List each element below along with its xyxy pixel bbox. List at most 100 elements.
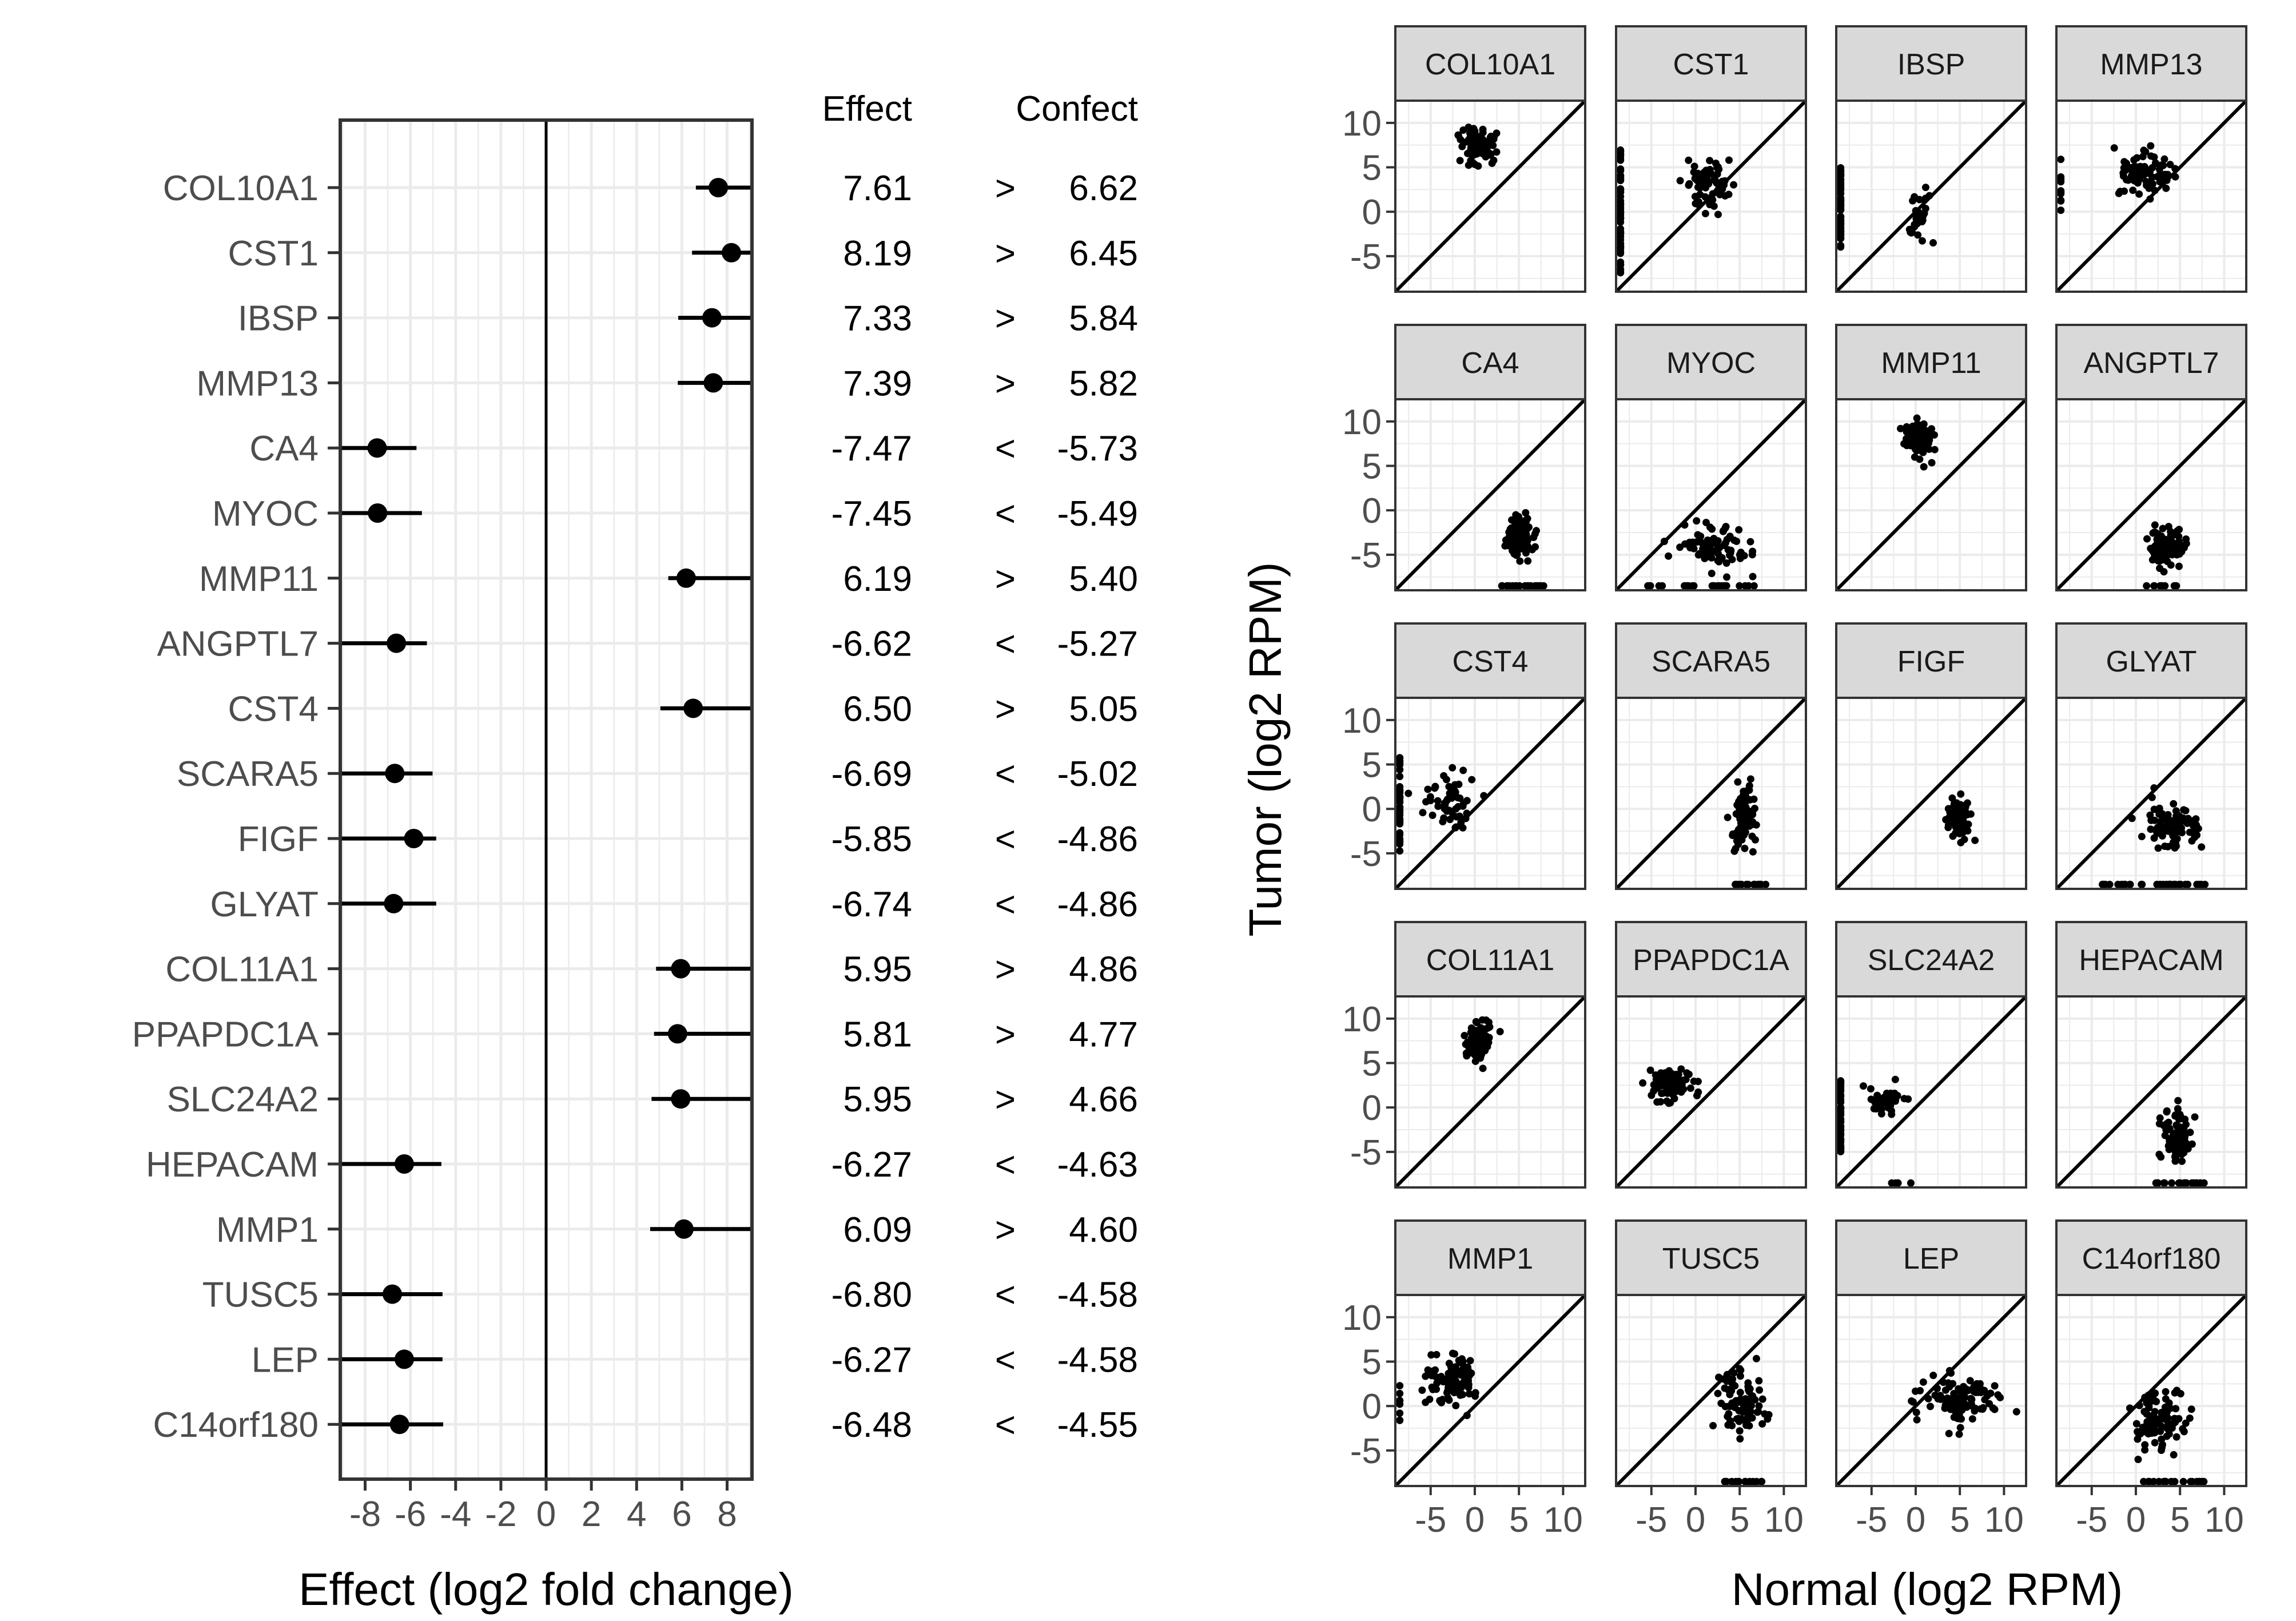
scatter-point	[1859, 1082, 1867, 1090]
scatter-point	[1431, 784, 1439, 792]
scatter-point	[1680, 1085, 1688, 1093]
facet-strip	[1835, 25, 2027, 102]
effect-value: -6.80	[831, 1276, 912, 1315]
scatter-point	[1725, 156, 1733, 164]
confect-value: -4.58	[1057, 1276, 1138, 1315]
facet-strip-title: PPAPDC1A	[1633, 944, 1789, 977]
scatter-point	[1427, 1351, 1435, 1359]
scatter-point	[2165, 1135, 2173, 1143]
y-tick-label: 0	[1362, 790, 1382, 829]
facet-strip-title: MMP11	[1881, 347, 1981, 380]
scatter-point	[1712, 159, 1720, 167]
comparison-sign: >	[995, 559, 1016, 599]
scatter-point	[1482, 1032, 1490, 1040]
effect-point	[722, 243, 741, 263]
scatter-point	[2134, 179, 2142, 187]
scatter-point	[2171, 825, 2179, 833]
scatter-point	[1617, 244, 1625, 252]
scatter-point	[1941, 1404, 1949, 1412]
scatter-point	[2178, 1157, 2186, 1165]
scatter-point	[1439, 1396, 1447, 1404]
scatter-point	[1684, 582, 1692, 590]
scatter-point	[2163, 558, 2171, 566]
y-tick-label: 5	[1362, 1044, 1382, 1084]
scatter-point	[1873, 1091, 1881, 1099]
scatter-point	[1933, 1384, 1941, 1392]
effect-column-header: Effect	[822, 89, 912, 129]
scatter-point	[2174, 1105, 2182, 1113]
scatter-point	[2057, 197, 2065, 205]
facet-panel-border	[2055, 398, 2247, 591]
scatter-point	[2193, 880, 2201, 888]
scatter-point	[1701, 193, 1709, 201]
scatter-point	[1741, 844, 1749, 852]
scatter-point	[2174, 1096, 2182, 1104]
scatter-point	[1694, 1078, 1702, 1086]
facet-panel-border	[2055, 697, 2247, 890]
scatter-point	[1980, 1386, 1988, 1394]
scatter-point	[1945, 1366, 1953, 1374]
scatter-point	[1440, 814, 1448, 822]
identity-line	[2055, 696, 2248, 891]
effect-point	[382, 1284, 402, 1304]
scatter-point	[1919, 438, 1927, 446]
scatter-point	[2180, 543, 2188, 551]
scatter-point	[1915, 209, 1923, 217]
scatter-point	[1745, 786, 1753, 794]
scatter-point	[1956, 1424, 1964, 1432]
scatter-point	[1511, 530, 1519, 538]
scatter-point	[2160, 1477, 2168, 1485]
scatter-point	[1736, 1435, 1744, 1443]
scatter-point	[1459, 126, 1467, 134]
comparison-sign: <	[995, 885, 1016, 924]
scatter-point	[2158, 810, 2166, 818]
scatter-point	[1396, 1409, 1404, 1417]
scatter-point	[2166, 1125, 2174, 1133]
scatter-point	[2159, 880, 2167, 888]
table-rows: 7.61 >6.62 8.19 >6.45 7.33 >5.84 7.39 >5.82 -7.4…	[831, 169, 1138, 1445]
facet-panel-border	[2055, 995, 2247, 1189]
comparison-sign: >	[995, 1210, 1016, 1250]
scatter-point	[2164, 1420, 2172, 1428]
scatter-point	[2151, 521, 2159, 529]
scatter-point	[1878, 1100, 1886, 1108]
scatter-point	[1746, 775, 1754, 783]
scatter-point	[1837, 1103, 1845, 1111]
forest-gridlines	[340, 120, 752, 1479]
effect-point	[683, 698, 703, 718]
facet-panel: CA4 -5 05 10	[1342, 324, 1587, 592]
scatter-point	[1740, 788, 1748, 796]
scatter-point	[1665, 1099, 1673, 1107]
facet-panel-border	[1615, 100, 1807, 293]
comparison-sign: >	[995, 1080, 1016, 1119]
scatter-point	[1916, 455, 1924, 463]
facet-strip	[2055, 622, 2247, 699]
scatter-point	[1749, 573, 1757, 581]
scatter-point	[1681, 540, 1689, 548]
facet-strip-title: HEPACAM	[2079, 944, 2223, 977]
scatter-point	[1907, 442, 1915, 450]
scatter-point	[2142, 148, 2150, 156]
scatter-point	[1680, 1076, 1688, 1084]
scatter-point	[1744, 1382, 1752, 1390]
scatter-point	[2151, 1408, 2159, 1416]
facet-panel-border	[1615, 398, 1807, 591]
scatter-point	[1987, 1389, 1995, 1397]
scatter-point	[1396, 773, 1404, 781]
identity-line	[1614, 696, 1808, 891]
scatter-point	[1894, 1179, 1902, 1187]
effect-value: -7.47	[831, 429, 912, 468]
scatter-point	[1943, 1397, 1951, 1405]
scatter-point	[2110, 144, 2118, 152]
scatter-point	[1404, 789, 1412, 797]
facet-panel-border	[1615, 995, 1807, 1189]
scatter-point	[1650, 1087, 1658, 1095]
facet-strip-title: CA4	[1461, 347, 1519, 380]
scatter-point	[1522, 549, 1530, 557]
scatter-point	[2163, 819, 2171, 827]
scatter-point	[1527, 582, 1535, 590]
scatter-point	[2147, 142, 2155, 150]
scatter-point	[2163, 1432, 2171, 1440]
scatter-point	[2057, 176, 2065, 184]
scatter-point	[1428, 811, 1437, 819]
